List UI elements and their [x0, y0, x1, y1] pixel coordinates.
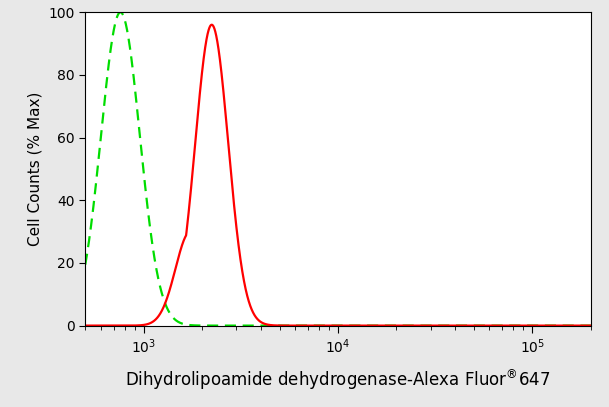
X-axis label: Dihydrolipoamide dehydrogenase-Alexa Fluor$^{\circledR}$647: Dihydrolipoamide dehydrogenase-Alexa Flu… [125, 367, 551, 392]
Y-axis label: Cell Counts (% Max): Cell Counts (% Max) [28, 92, 43, 246]
